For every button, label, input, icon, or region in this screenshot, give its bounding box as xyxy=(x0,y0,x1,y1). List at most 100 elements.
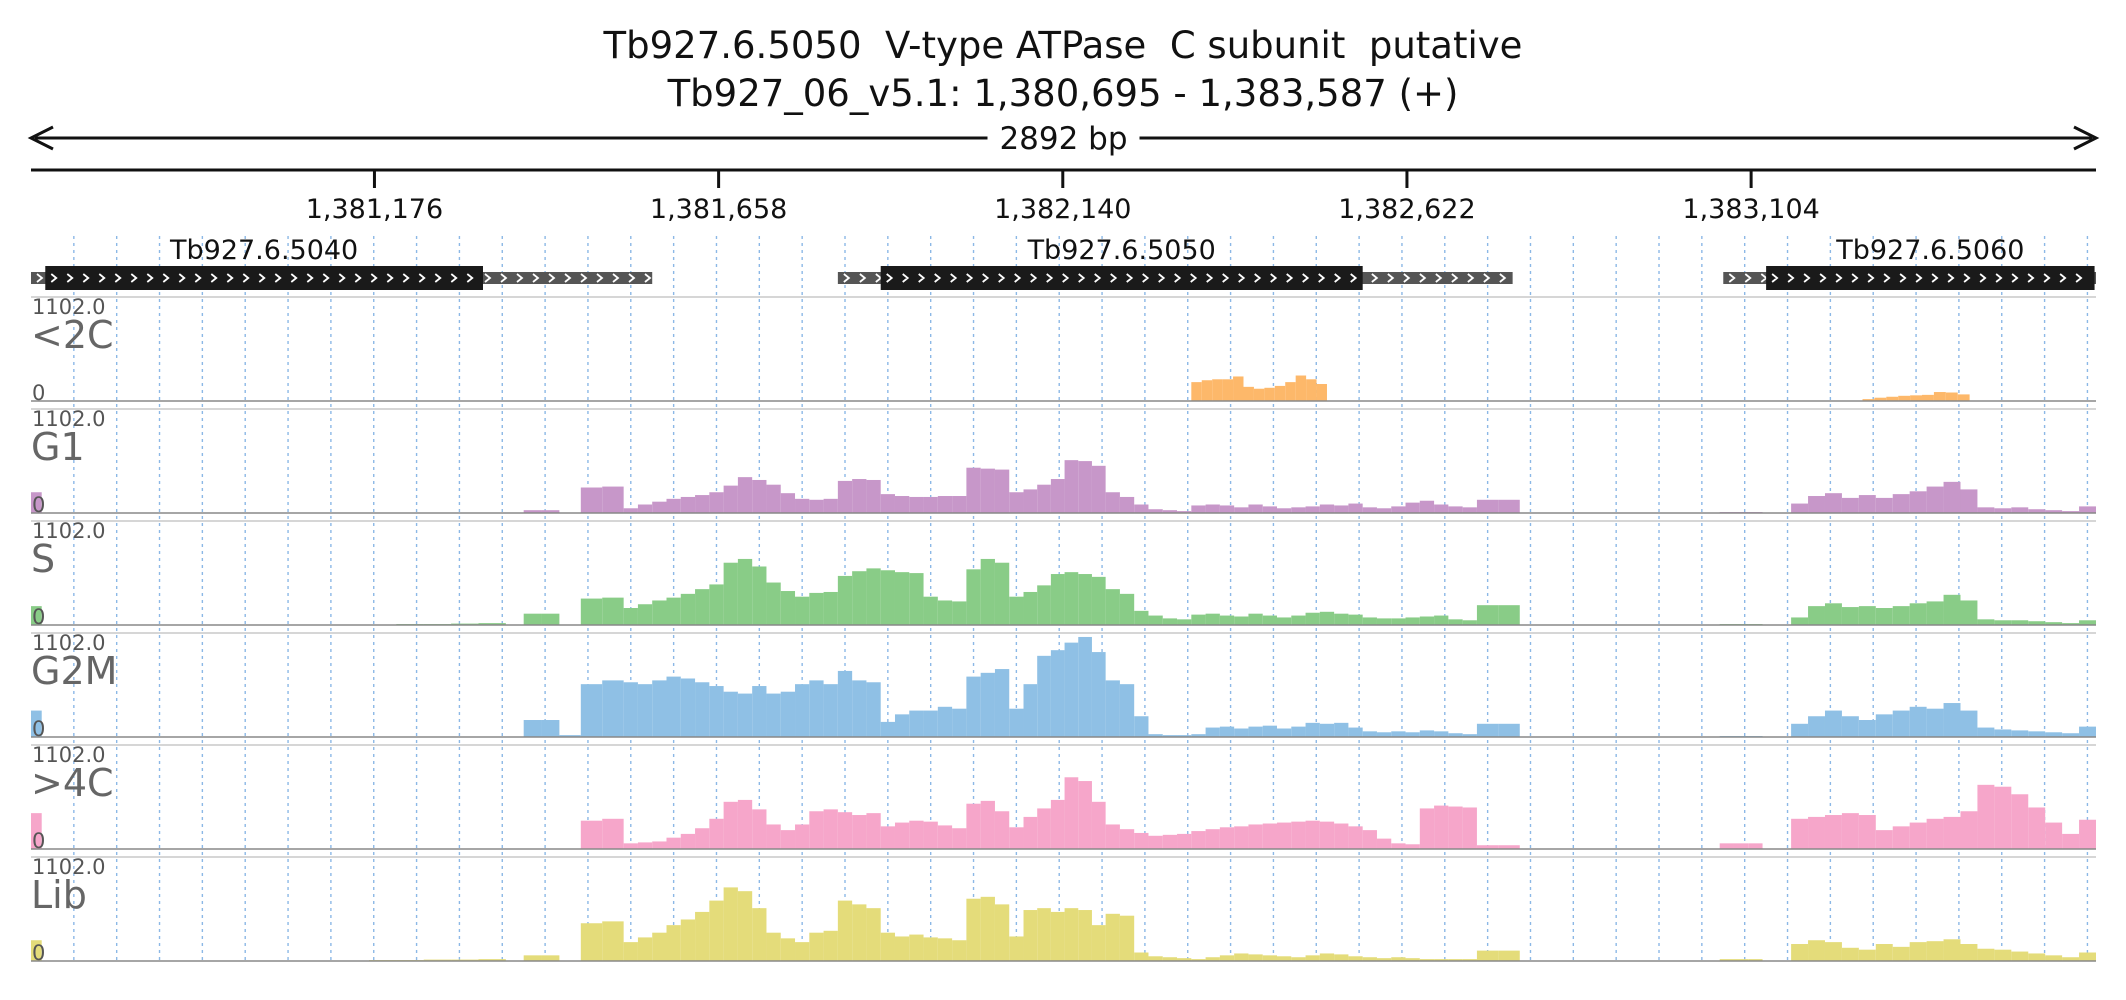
coverage-bar xyxy=(1291,957,1306,961)
coverage-bar xyxy=(923,937,938,961)
coverage-bar xyxy=(666,597,681,625)
coverage-bar xyxy=(1376,958,1392,961)
coverage-bar xyxy=(1994,949,2012,961)
coverage-bar xyxy=(894,572,910,625)
coverage-bar xyxy=(637,604,653,625)
coverage-bar xyxy=(652,600,667,625)
coverage-bar xyxy=(1498,950,1520,961)
coverage-bar xyxy=(1886,396,1899,401)
coverage-bar xyxy=(1791,944,1809,961)
coverage-bar xyxy=(1205,504,1220,513)
coverage-bar xyxy=(1262,823,1277,849)
coverage-bar xyxy=(1498,845,1520,849)
coverage-bar xyxy=(2045,732,2063,737)
coverage-bar xyxy=(541,613,560,625)
coverage-bar xyxy=(866,568,881,625)
coverage-bar xyxy=(837,900,853,961)
coverage-bar xyxy=(2079,726,2096,737)
coverage-bar xyxy=(2011,951,2029,961)
coverage-bar xyxy=(966,803,981,849)
coverage-bar xyxy=(1434,615,1449,625)
coverage-bar xyxy=(1841,947,1859,961)
coverage-bar xyxy=(523,510,542,513)
coverage-bar xyxy=(994,562,1010,625)
coverage-bar xyxy=(602,486,624,513)
coverage-bar xyxy=(852,479,867,513)
coverage-bar xyxy=(1023,489,1038,513)
coverage-bar xyxy=(559,735,581,737)
coverage-bar xyxy=(795,596,810,625)
coverage-bar xyxy=(2079,506,2096,513)
coverage-bar xyxy=(937,496,953,513)
coverage-bar xyxy=(1419,808,1435,849)
coverage-bar xyxy=(909,573,924,625)
coverage-bar xyxy=(1037,655,1051,737)
coverage-bar xyxy=(2011,730,2029,737)
coverage-bar xyxy=(1134,952,1149,961)
coverage-bar xyxy=(1391,957,1406,961)
coverage-bar xyxy=(1748,843,1763,849)
coverage-bar xyxy=(1476,499,1499,513)
coverage-bar xyxy=(1719,959,1734,961)
coverage-bar xyxy=(31,710,42,737)
coverage-bar xyxy=(1191,831,1206,849)
gene-label: Tb927.6.5060 xyxy=(1835,235,2024,266)
coverage-bar xyxy=(1162,834,1178,849)
track-name: G1 xyxy=(31,425,85,469)
coverage-bar xyxy=(1943,939,1961,961)
coverage-bar xyxy=(795,498,810,513)
coverage-bar xyxy=(602,597,624,625)
coverage-bar xyxy=(1391,731,1406,737)
coverage-bar xyxy=(580,487,603,513)
coverage-bar xyxy=(31,492,42,513)
track-name: G2M xyxy=(31,649,117,693)
coverage-bar xyxy=(680,919,696,961)
coverage-bar xyxy=(637,504,653,513)
coverage-bar xyxy=(1319,723,1335,737)
coverage-bar xyxy=(1977,619,1995,625)
coverage-bar xyxy=(894,714,910,737)
coverage-bar xyxy=(1177,833,1192,849)
coverage-bar xyxy=(994,811,1010,849)
coverage-bar xyxy=(2062,623,2080,625)
coverage-bar xyxy=(1078,781,1092,849)
coverage-bar xyxy=(1926,601,1944,625)
track-ymin-label: 0 xyxy=(32,829,45,853)
coverage-bar xyxy=(2028,509,2046,513)
coverage-bar xyxy=(1201,380,1213,401)
coverage-bar xyxy=(1498,605,1520,625)
coverage-bar xyxy=(1276,508,1292,513)
coverage-bar xyxy=(1362,507,1377,513)
coverage-bar xyxy=(1348,503,1363,513)
coverage-bar xyxy=(923,496,938,513)
coverage-bar xyxy=(709,686,724,737)
track-ymin-label: 0 xyxy=(32,941,45,965)
coverage-bar xyxy=(1376,508,1392,513)
coverage-bar xyxy=(880,932,895,961)
coverage-bar xyxy=(952,708,967,737)
coverage-bar xyxy=(1234,953,1249,961)
coverage-bar xyxy=(866,813,881,849)
coverage-bar xyxy=(1262,506,1277,513)
coverage-bar xyxy=(709,584,724,625)
coverage-bar xyxy=(837,670,853,737)
coverage-bar xyxy=(809,499,824,513)
coverage-bar xyxy=(1119,684,1135,737)
coverage-bar xyxy=(1858,815,1876,849)
coverage-bar xyxy=(1119,496,1135,513)
coverage-bar xyxy=(1909,603,1927,625)
coverage-bar xyxy=(2045,622,2063,625)
coverage-bar xyxy=(1841,716,1859,737)
coverage-bar xyxy=(1945,392,1958,401)
coverage-bar xyxy=(478,959,506,961)
coverage-bar xyxy=(1091,801,1106,849)
coverage-bar xyxy=(723,801,738,849)
coverage-bar xyxy=(1091,925,1106,961)
ruler-tick-label: 1,382,140 xyxy=(994,194,1131,225)
coverage-bar xyxy=(1148,509,1163,513)
coverage-bar xyxy=(1943,594,1961,625)
track-ymax-label: 1102.0 xyxy=(32,519,105,543)
coverage-bar xyxy=(1319,611,1335,625)
